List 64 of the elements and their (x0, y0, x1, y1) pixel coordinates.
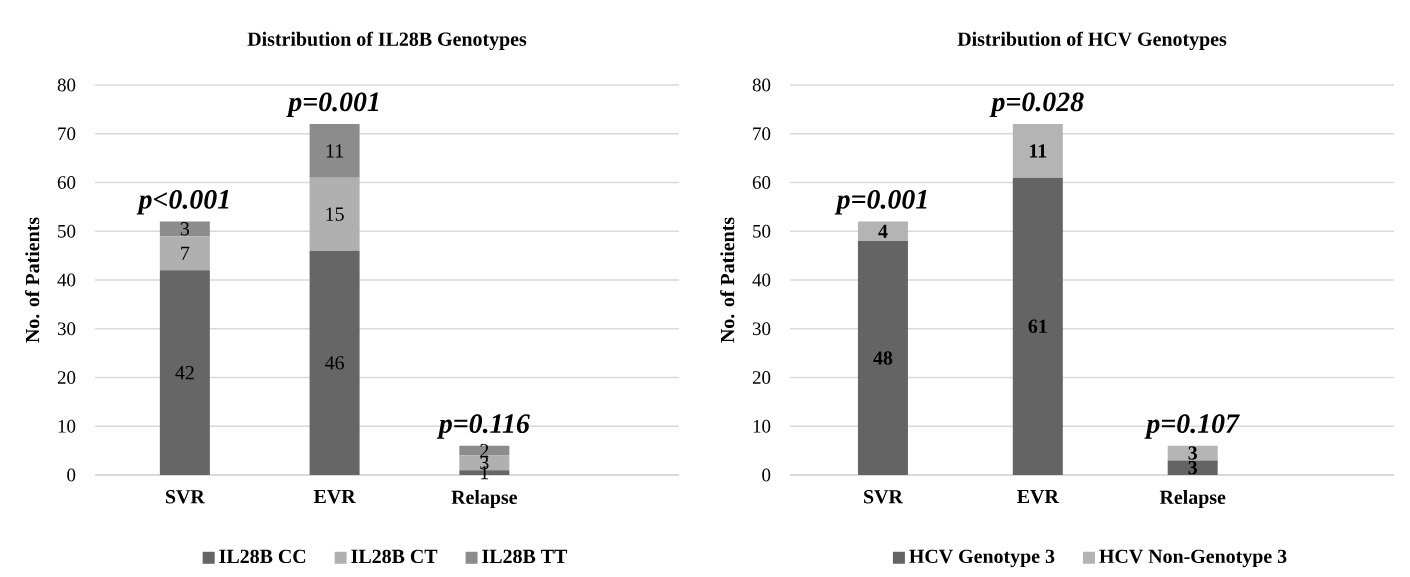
annotation: p=0.001 (834, 189, 927, 215)
y-tick-label: 20 (57, 371, 76, 384)
bar (159, 270, 210, 475)
y-axis-title: No. of Patients (720, 217, 735, 343)
y-tick-label: 30 (752, 322, 771, 336)
y-tick-label: 70 (58, 127, 76, 141)
x-tick-label: Relapse (1159, 490, 1226, 509)
bar (309, 177, 360, 251)
chart-title: Distribution of HCV Genotypes (957, 31, 1227, 51)
annotation: p=0.107 (1144, 414, 1240, 439)
annotation: p=0.116 (436, 414, 530, 439)
y-tick-label: 10 (58, 419, 76, 433)
y-tick-label: 40 (57, 273, 76, 287)
bar (857, 241, 908, 475)
y-tick-label: 30 (57, 322, 76, 336)
bar (309, 250, 360, 475)
annotation: p=0.028 (989, 92, 1084, 117)
legend-label: IL28B CT (351, 549, 438, 564)
bar (1012, 124, 1063, 178)
x-tick-label: EVR (313, 490, 356, 504)
data-label: 15 (326, 207, 344, 221)
bar (309, 124, 360, 178)
x-tick-label: EVR (1017, 490, 1060, 504)
data-label: 46 (325, 356, 344, 370)
bar (1167, 460, 1218, 475)
data-label: 3 (1188, 461, 1197, 475)
y-tick-label: 0 (67, 468, 76, 482)
y-axis-title: No. of Patients (25, 217, 40, 343)
legend-label: IL28B TT (482, 549, 568, 564)
y-tick-label: 80 (752, 78, 771, 92)
data-label: 42 (175, 366, 194, 380)
y-tick-label: 60 (57, 176, 76, 189)
y-tick-label: 20 (752, 371, 771, 384)
y-tick-label: 50 (58, 224, 76, 238)
data-label: 2 (480, 444, 489, 458)
y-tick-label: 40 (752, 273, 771, 287)
x-tick-label: Relapse (451, 490, 518, 509)
annotation: p<0.001 (136, 189, 229, 215)
chart-title: Distribution of IL28B Genotypes (247, 31, 527, 51)
y-tick-label: 10 (753, 419, 771, 433)
y-tick-label: 60 (752, 176, 771, 189)
data-label: 11 (1030, 144, 1047, 158)
bar (159, 221, 210, 237)
x-tick-label: SVR (165, 490, 205, 504)
data-label: 3 (180, 222, 190, 236)
bar (159, 236, 210, 271)
data-label: 7 (181, 246, 190, 260)
y-tick-label: 0 (762, 468, 771, 482)
data-label: 4 (878, 224, 888, 238)
annotation: p=0.001 (286, 92, 379, 117)
data-label: 11 (326, 144, 344, 158)
bar (459, 445, 510, 456)
data-label: 48 (873, 351, 893, 365)
y-tick-label: 50 (753, 224, 771, 238)
y-tick-label: 80 (57, 78, 76, 92)
bar (1012, 177, 1063, 475)
x-tick-label: SVR (864, 490, 904, 504)
bar (857, 221, 908, 241)
legend-label: HCV Non-Genotype 3 (1099, 549, 1287, 568)
legend-label: IL28B CC (219, 549, 306, 564)
data-label: 3 (1188, 446, 1197, 460)
data-label: 61 (1028, 319, 1047, 333)
legend-label: HCV Genotype 3 (909, 549, 1055, 568)
y-tick-label: 70 (753, 127, 771, 141)
